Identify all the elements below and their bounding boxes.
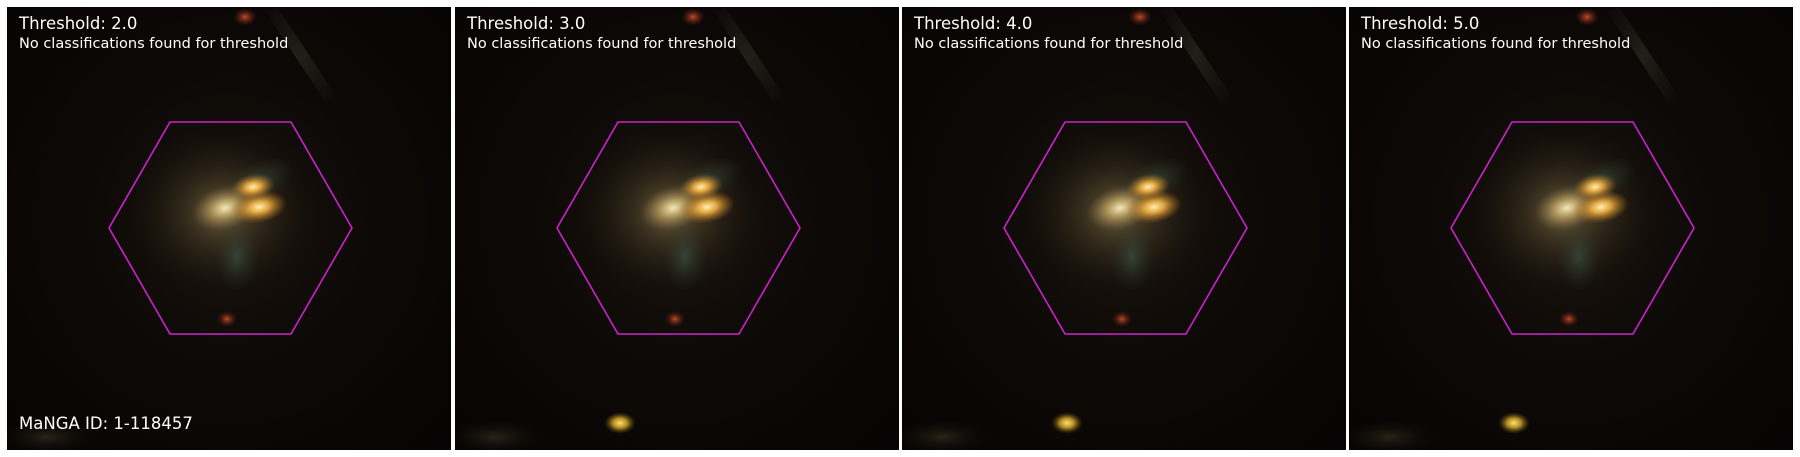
galaxy-image (1349, 7, 1695, 450)
panel-title: Threshold: 4.0 (914, 14, 1033, 33)
galaxy-image (7, 7, 353, 450)
panel-threshold-3: Threshold: 3.0 No classifications found … (455, 7, 899, 450)
panel-title: Threshold: 3.0 (467, 14, 586, 33)
background-glow (1349, 419, 1439, 450)
panel-threshold-5: Threshold: 5.0 No classifications found … (1349, 7, 1793, 450)
panel-message: No classifications found for threshold (467, 36, 737, 52)
background-star (1498, 412, 1530, 434)
panel-message: No classifications found for threshold (19, 36, 289, 52)
manga-id-label: MaNGA ID: 1-118457 (19, 413, 193, 433)
panel-message: No classifications found for threshold (914, 36, 1184, 52)
galaxy-image (455, 7, 801, 450)
background-glow (7, 419, 97, 450)
background-star (1051, 412, 1083, 434)
panel-title: Threshold: 2.0 (19, 14, 138, 33)
background-star (604, 412, 636, 434)
panel-message: No classifications found for threshold (1361, 36, 1631, 52)
panel-title: Threshold: 5.0 (1361, 14, 1480, 33)
background-glow (902, 419, 992, 450)
panel-threshold-2: Threshold: 2.0 No classifications found … (7, 7, 451, 450)
background-glow (455, 419, 545, 450)
galaxy-image (902, 7, 1248, 450)
panel-threshold-4: Threshold: 4.0 No classifications found … (902, 7, 1346, 450)
